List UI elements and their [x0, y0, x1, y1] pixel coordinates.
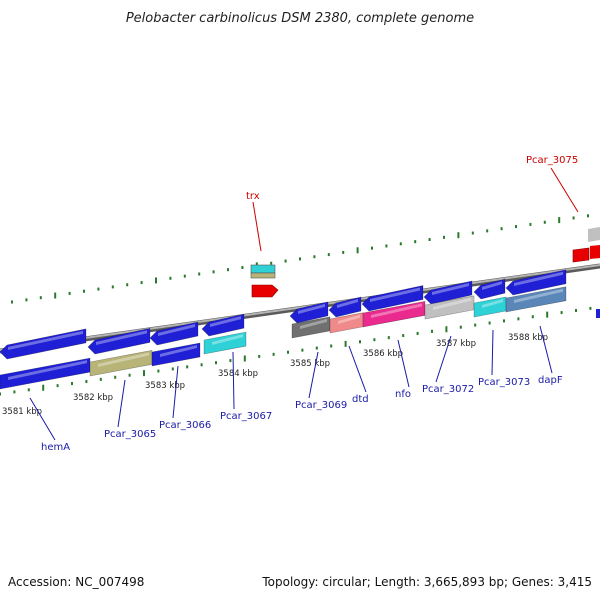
gene-block — [203, 331, 247, 355]
gene-label-leader — [29, 397, 56, 441]
gene-block — [151, 342, 201, 367]
gene-arrow — [201, 313, 245, 337]
topology-text: Topology: circular; Length: 3,665,893 bp… — [262, 575, 592, 589]
gene-block-sheen — [514, 288, 563, 303]
gene-arrow-sheen — [337, 298, 358, 308]
scale-label: 3587 kbp — [436, 339, 476, 349]
gene-arrow-sheen — [210, 316, 241, 327]
gene-arrow-sheen — [370, 287, 420, 302]
gene-arrow — [289, 301, 329, 324]
gene-block-sheen — [371, 303, 422, 318]
gene-arrow-sheen — [514, 271, 563, 286]
gene-label-leader — [539, 325, 553, 374]
gene-block-sheen — [338, 314, 360, 324]
gene-label: Pcar_3072 — [422, 384, 474, 395]
gene-block-sheen — [433, 297, 471, 310]
trx-feature-cyan — [250, 264, 276, 274]
trx-label: trx — [246, 191, 260, 202]
pcar3075-label: Pcar_3075 — [526, 155, 578, 166]
gene-block-sheen — [482, 298, 503, 308]
map-title: Pelobacter carbinolicus DSM 2380, comple… — [126, 11, 474, 26]
trx-feature-red — [251, 284, 279, 298]
scale-label: 3583 kbp — [145, 381, 185, 391]
scale-label: 3582 kbp — [73, 393, 113, 403]
gene-label: hemA — [41, 442, 70, 453]
scale-label: 3586 kbp — [363, 349, 403, 359]
gene-arrow-body — [328, 296, 362, 318]
gene-arrow — [149, 321, 199, 346]
gene-block-body — [151, 342, 201, 367]
gene-arrow-body — [0, 328, 87, 360]
gene-arrow-sheen — [158, 323, 195, 336]
gene-arrow-body — [149, 321, 199, 346]
gene-arrow-sheen — [298, 303, 325, 314]
accession-text: Accession: NC_007498 — [8, 575, 145, 589]
gene-arrow-body — [423, 280, 473, 305]
gene-block-sheen — [212, 334, 243, 345]
gene-block-sheen — [300, 318, 327, 329]
gene-arrow-body — [361, 285, 424, 312]
gene-label-leader — [435, 335, 452, 383]
gene-block-body — [505, 286, 567, 313]
gene-arrow-body — [201, 313, 245, 337]
gene-label: Pcar_3069 — [295, 400, 347, 411]
gene-arrow-body — [87, 327, 151, 355]
gene-block-sheen — [160, 344, 197, 357]
gene-arrow-sheen — [96, 330, 147, 345]
trx-leader — [252, 201, 262, 252]
gene-label-leader — [308, 351, 319, 399]
gene-arrow — [473, 278, 506, 300]
gene-block-sheen — [8, 360, 87, 380]
pcar3075-feature-gray — [588, 227, 600, 242]
gene-label-leader — [348, 345, 367, 393]
scale-label: 3581 kbp — [2, 407, 42, 417]
gene-label: Pcar_3065 — [104, 429, 156, 440]
pcar3075-leader — [550, 167, 579, 213]
gene-label-leader — [397, 339, 410, 388]
gene-arrow — [361, 285, 424, 312]
gene-arrow — [423, 280, 473, 305]
scale-label: 3588 kbp — [508, 333, 548, 343]
gene-arrow-sheen — [8, 330, 83, 350]
gene-block-body — [203, 331, 247, 355]
scale-label: 3584 kbp — [218, 369, 258, 379]
trx-feature-khaki — [250, 272, 276, 279]
gene-arrow-body — [473, 278, 506, 300]
gene-label: Pcar_3073 — [478, 377, 530, 388]
gene-label: nfo — [395, 389, 411, 400]
gene-block — [505, 286, 567, 313]
gene-label-leader — [232, 351, 235, 410]
gene-label: dapF — [538, 375, 563, 386]
gene-label-leader — [117, 379, 126, 428]
gene-label: Pcar_3067 — [220, 411, 272, 422]
edge-feature-blue — [596, 309, 600, 318]
gene-block — [0, 357, 91, 390]
backbone-highlight — [0, 264, 600, 351]
gene-label-leader — [172, 365, 179, 419]
gene-arrow-sheen — [432, 282, 469, 295]
gene-label-leader — [491, 329, 494, 376]
gene-block-sheen — [98, 352, 149, 367]
gene-block — [329, 312, 364, 334]
gene-arrow-body — [505, 269, 567, 296]
gene-label: Pcar_3066 — [159, 420, 211, 431]
pcar3075-feature-red — [572, 247, 590, 263]
scale-label: 3585 kbp — [290, 359, 330, 369]
gene-arrow — [505, 269, 567, 296]
pcar3075-feature-red-2 — [590, 245, 600, 259]
gene-arrow — [328, 296, 362, 318]
gene-arrow-sheen — [482, 281, 502, 290]
gene-arrow — [87, 327, 151, 355]
gene-block — [473, 296, 507, 318]
gene-arrow — [0, 328, 87, 360]
gene-block — [89, 349, 153, 377]
gene-label: dtd — [352, 394, 369, 405]
gene-arrow-body — [289, 301, 329, 324]
